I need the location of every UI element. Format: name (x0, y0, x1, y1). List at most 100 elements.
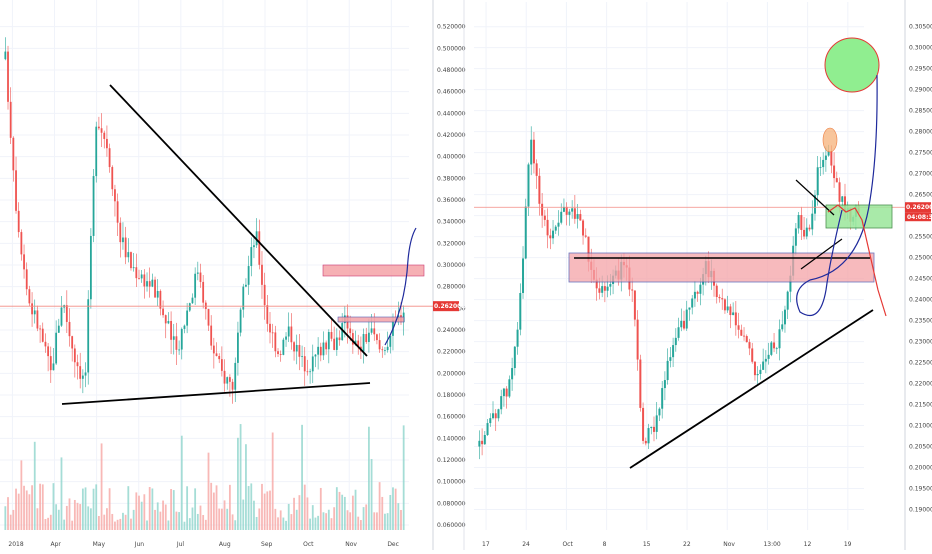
volume-bar (55, 504, 58, 530)
candle-body (696, 291, 699, 294)
candle-body (250, 247, 253, 267)
candle-body (314, 354, 317, 357)
candle-body (183, 325, 186, 329)
candle-body (84, 372, 87, 376)
volume-bar (359, 520, 362, 530)
candle-body (143, 274, 146, 287)
candle-body (108, 148, 111, 168)
candle-body (60, 307, 63, 326)
candle-body (748, 342, 751, 349)
candle-body (23, 254, 25, 270)
candle-body (103, 132, 106, 139)
candle-body (215, 353, 218, 356)
candle-body (79, 366, 82, 379)
last-price-label: 0.262002 (906, 204, 932, 211)
candle-body (587, 236, 590, 262)
volume-bar (392, 487, 394, 530)
candle-body (562, 206, 565, 212)
y-tick-label: 0.220000 (909, 381, 932, 388)
volume-bar (215, 485, 218, 530)
candle-body (639, 359, 642, 408)
candle-body (194, 273, 197, 298)
y-tick-label: 0.060000 (437, 522, 466, 529)
volume-bar (135, 492, 138, 530)
volume-bar (196, 513, 199, 530)
x-tick-label: Dec (387, 541, 399, 548)
candle-body (543, 215, 546, 220)
x-tick-label: 17 (482, 541, 490, 548)
candle-body (319, 346, 322, 356)
volume-bar (349, 512, 352, 530)
volume-bar (317, 515, 320, 530)
candle-body (595, 279, 598, 289)
candle-body (164, 315, 167, 324)
candle-body (381, 349, 384, 351)
candle-body (234, 362, 237, 390)
candle-body (762, 361, 765, 370)
volume-bar (159, 511, 162, 530)
candle-body (290, 326, 293, 343)
candle-body (95, 126, 98, 177)
candle-body (365, 334, 368, 343)
volume-bar (119, 518, 122, 530)
candle-body (666, 360, 669, 381)
volume-bar (175, 511, 178, 530)
volume-bar (68, 498, 71, 530)
volume-bar (365, 504, 368, 530)
y-tick-label: 0.080000 (437, 500, 466, 507)
candle-body (699, 284, 702, 294)
candle-body (759, 369, 762, 374)
candle-body (172, 336, 175, 340)
candle-body (322, 342, 325, 356)
candle-body (737, 325, 740, 330)
candle-body (519, 293, 522, 330)
volume-bar (130, 518, 132, 530)
candle-body (253, 245, 255, 248)
candle-body (119, 222, 122, 243)
candle-body (808, 227, 811, 230)
candle-body (282, 339, 285, 355)
volume-bar (49, 514, 52, 530)
volume-bar (338, 491, 341, 530)
candle-body (778, 329, 781, 349)
short-ascending-line (800, 238, 843, 270)
volume-bar (269, 490, 271, 530)
volume-bar (295, 509, 298, 530)
volume-bar (36, 508, 39, 530)
volume-bar (258, 508, 261, 530)
candle-body (718, 297, 721, 299)
volume-bar (322, 512, 325, 530)
candle-body (376, 334, 378, 341)
volume-bar (89, 508, 92, 530)
candle-body (279, 354, 282, 355)
candle-body (767, 354, 770, 359)
candle-body (277, 351, 279, 355)
candle-body (370, 328, 373, 333)
candle-body (565, 206, 568, 215)
x-tick-label: Sep (261, 541, 273, 548)
candle-body (338, 337, 341, 341)
top-marker-circle (822, 127, 838, 153)
candle-body (68, 321, 71, 337)
candle-body (568, 211, 571, 215)
candle-body (341, 323, 344, 341)
candle-body (47, 346, 50, 357)
candle-body (669, 357, 672, 361)
candle-body (106, 138, 108, 149)
candle-body (492, 413, 495, 419)
candle-body (655, 415, 658, 432)
candle-body (261, 264, 263, 285)
candle-body (271, 332, 274, 334)
candle-body (28, 289, 31, 304)
descending-trendline (109, 84, 368, 357)
x-tick-label: Nov (345, 541, 357, 548)
y-tick-label: 0.240000 (437, 327, 466, 334)
candle-body (325, 342, 328, 350)
candle-body (557, 222, 560, 227)
candle-body (269, 323, 271, 333)
